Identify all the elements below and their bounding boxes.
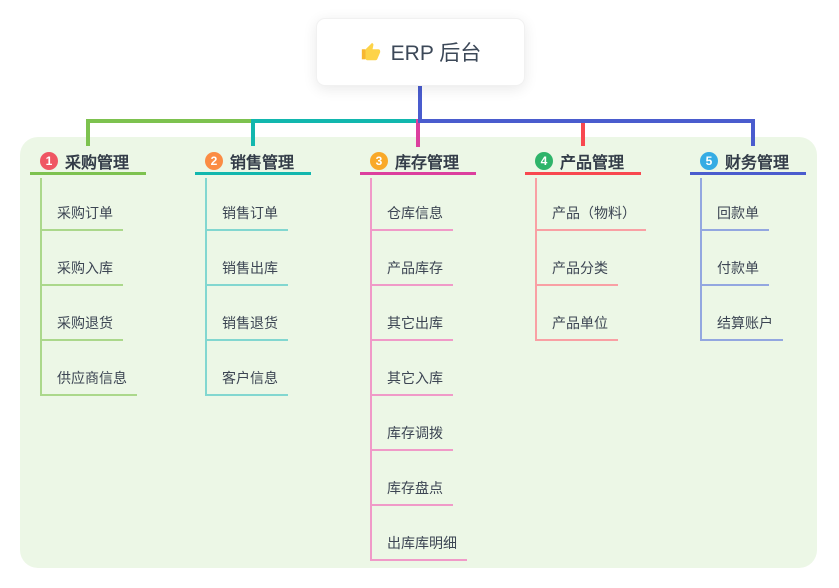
branch-number-badge: 5 [700,151,718,170]
child-node-label: 结算账户 [717,315,773,331]
child-node-label: 产品单位 [552,315,608,331]
mindmap-child-node[interactable]: 库存调拨 [370,419,453,451]
branch-child-spine-line [700,178,702,341]
mindmap-child-node[interactable]: 结算账户 [700,309,783,341]
connector-root-stem [418,84,422,123]
branch-child-spine-line [535,178,537,341]
mindmap-child-node[interactable]: 其它出库 [370,309,453,341]
mindmap-background-panel [20,137,817,568]
branch-title-label: 销售管理 [230,154,295,172]
mindmap-child-node[interactable]: 销售退货 [205,309,288,341]
thumbs-up-icon [360,41,382,63]
mindmap-child-node[interactable]: 供应商信息 [40,364,137,396]
mindmap-branch-node[interactable]: 3 库存管理 [360,149,476,175]
mindmap-branch-node[interactable]: 1 采购管理 [30,149,146,175]
child-node-label: 回款单 [717,205,759,221]
child-node-label: 采购退货 [57,315,113,331]
child-node-label: 产品分类 [552,260,608,276]
connector-branch5-drop [751,119,755,146]
child-node-label: 库存调拨 [387,425,443,441]
connector-branch2-horizontal [251,119,423,123]
child-node-label: 销售订单 [222,205,278,221]
child-node-label: 销售退货 [222,315,278,331]
connector-branch2-drop [251,119,255,146]
mindmap-child-node[interactable]: 出库库明细 [370,529,467,561]
branch-child-spine-line [40,178,42,396]
child-node-label: 出库库明细 [387,535,457,551]
mindmap-child-node[interactable]: 回款单 [700,199,769,231]
mindmap-child-node[interactable]: 采购订单 [40,199,123,231]
connector-branch4-drop [581,121,585,146]
mindmap-child-node[interactable]: 产品（物料） [535,199,646,231]
mindmap-child-node[interactable]: 销售订单 [205,199,288,231]
branch-title-label: 财务管理 [725,154,790,172]
branch-number-badge: 4 [535,151,553,170]
child-node-label: 其它出库 [387,315,443,331]
mindmap-child-node[interactable]: 客户信息 [205,364,288,396]
branch-child-spine-line [370,178,372,561]
branch-title-label: 产品管理 [560,154,625,172]
child-node-label: 销售出库 [222,260,278,276]
mindmap-child-node[interactable]: 付款单 [700,254,769,286]
connector-branch1-drop [86,119,90,146]
mindmap-branch-node[interactable]: 5 财务管理 [690,149,806,175]
mindmap-child-node[interactable]: 仓库信息 [370,199,453,231]
mindmap-branch-node[interactable]: 2 销售管理 [195,149,311,175]
mindmap-root-node[interactable]: ERP 后台 [316,18,525,86]
mindmap-child-node[interactable]: 其它入库 [370,364,453,396]
child-node-label: 采购入库 [57,260,113,276]
mindmap-child-node[interactable]: 库存盘点 [370,474,453,506]
connector-branch5-horizontal [421,119,755,123]
mindmap-branch-node[interactable]: 4 产品管理 [525,149,641,175]
branch-title-label: 库存管理 [395,154,460,172]
child-node-label: 产品（物料） [552,205,636,221]
child-node-label: 库存盘点 [387,480,443,496]
branch-title-label: 采购管理 [65,154,130,172]
child-node-label: 采购订单 [57,205,113,221]
child-node-label: 产品库存 [387,260,443,276]
child-node-label: 供应商信息 [57,370,127,386]
branch-child-spine-line [205,178,207,396]
child-node-label: 付款单 [717,260,759,276]
mindmap-child-node[interactable]: 产品分类 [535,254,618,286]
child-node-label: 客户信息 [222,370,278,386]
branch-number-badge: 3 [370,151,388,170]
mindmap-child-node[interactable]: 采购退货 [40,309,123,341]
mindmap-child-node[interactable]: 采购入库 [40,254,123,286]
child-node-label: 其它入库 [387,370,443,386]
child-node-label: 仓库信息 [387,205,443,221]
mindmap-child-node[interactable]: 销售出库 [205,254,288,286]
branch-number-badge: 1 [40,151,58,170]
branch-number-badge: 2 [205,151,223,170]
mindmap-child-node[interactable]: 产品单位 [535,309,618,341]
root-title: ERP 后台 [390,42,482,65]
connector-branch3-drop [416,119,420,147]
mindmap-child-node[interactable]: 产品库存 [370,254,453,286]
